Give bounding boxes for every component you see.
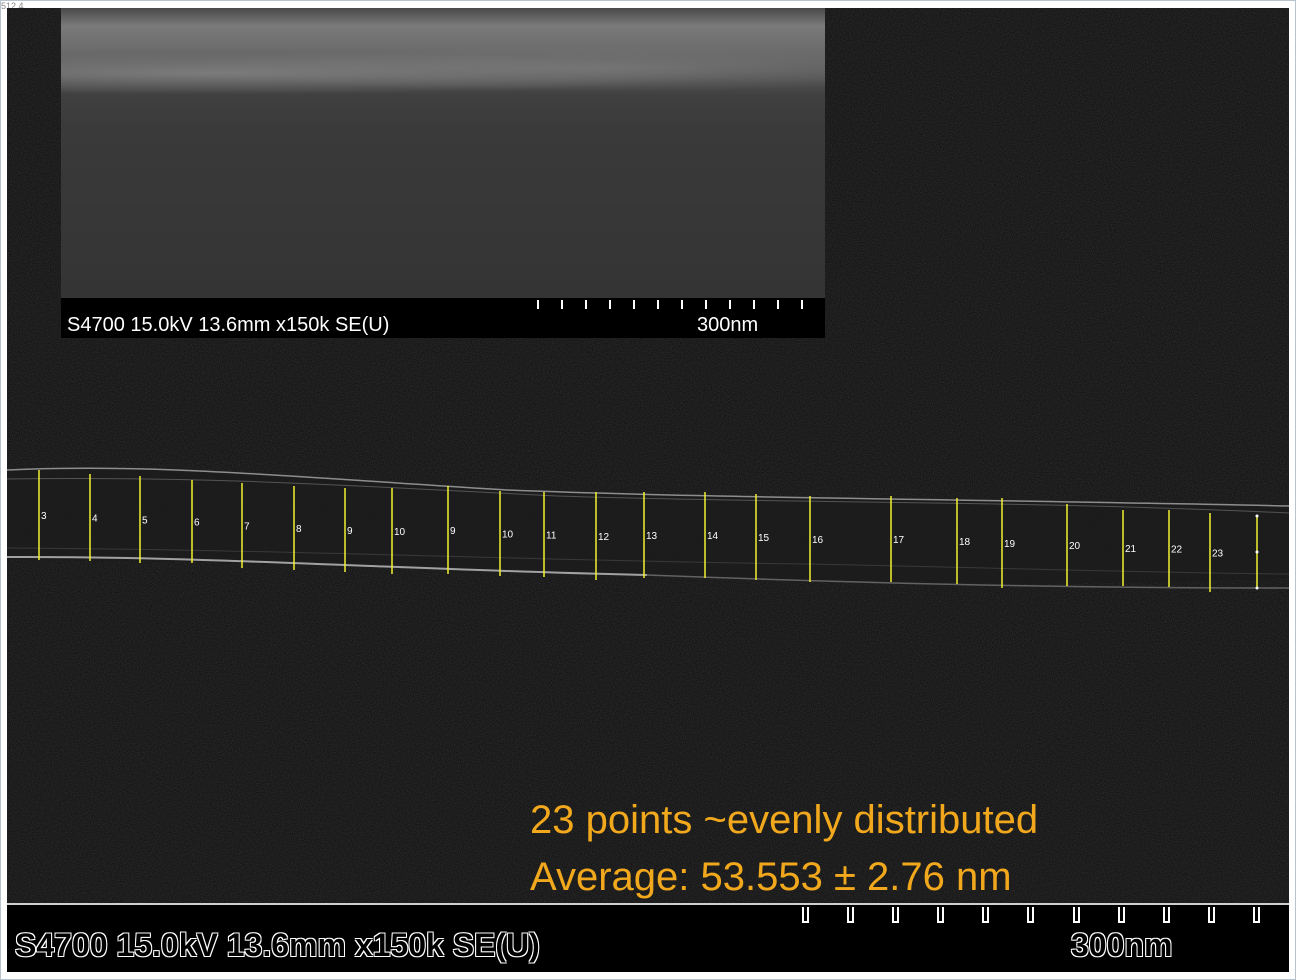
scale-label: 300nm — [1071, 927, 1173, 963]
thickness-measurements: 3 4 5 6 7 8 9 10 9 10 11 12 13 14 15 16 17 18 19 20 21 22 23 — [38, 470, 1259, 592]
corner-text: 512.4 — [1, 1, 24, 11]
measure-label: 3 — [41, 511, 47, 522]
inset-scale-ticks — [531, 300, 821, 314]
measure-endpoint — [1255, 550, 1259, 554]
measure-label: 15 — [758, 533, 770, 544]
inset-scale-label: 300nm — [697, 314, 759, 336]
measure-label: 12 — [598, 532, 610, 543]
measure-label: 9 — [347, 526, 353, 537]
measure-label: 6 — [194, 518, 200, 529]
measure-label: 19 — [1004, 539, 1016, 550]
measure-label: 11 — [546, 531, 557, 542]
measure-label: 20 — [1069, 541, 1081, 552]
measure-label: 18 — [959, 537, 971, 548]
sem-info-bar: S4700 15.0kV 13.6mm x150k SE(U) 300nm — [7, 903, 1289, 972]
inset-sem-image: S4700 15.0kV 13.6mm x150k SE(U) 300nm — [61, 8, 825, 338]
measure-label: 10 — [394, 527, 406, 538]
measure-label: 17 — [893, 535, 905, 546]
instrument-label: S4700 15.0kV 13.6mm x150k SE(U) — [15, 927, 540, 963]
measure-label: 8 — [296, 524, 302, 535]
film-layer — [7, 467, 1289, 589]
measure-label: 7 — [244, 522, 250, 533]
inset-surface-band — [61, 48, 825, 98]
measure-endpoint — [1255, 586, 1259, 590]
measure-label: 16 — [812, 535, 824, 546]
measure-label: 21 — [1125, 544, 1137, 555]
sem-micrograph: 3 4 5 6 7 8 9 10 9 10 11 12 13 14 15 16 17 18 19 20 21 22 23 — [7, 8, 1289, 970]
caption-average: Average: 53.553 ± 2.76 nm — [530, 855, 1012, 899]
caption-points: 23 points ~evenly distributed — [530, 798, 1039, 842]
measure-endpoint — [1255, 514, 1259, 518]
measure-label: 5 — [142, 516, 148, 527]
inset-info-bar: S4700 15.0kV 13.6mm x150k SE(U) 300nm — [61, 298, 825, 338]
measure-label: 4 — [92, 514, 98, 525]
measure-label: 23 — [1212, 549, 1224, 560]
inset-instrument-label: S4700 15.0kV 13.6mm x150k SE(U) — [67, 314, 390, 336]
measure-label: 9 — [450, 526, 456, 537]
measure-label: 22 — [1171, 545, 1183, 556]
measure-label: 10 — [502, 530, 514, 541]
measure-label: 13 — [646, 531, 658, 542]
measure-label: 14 — [707, 531, 719, 542]
